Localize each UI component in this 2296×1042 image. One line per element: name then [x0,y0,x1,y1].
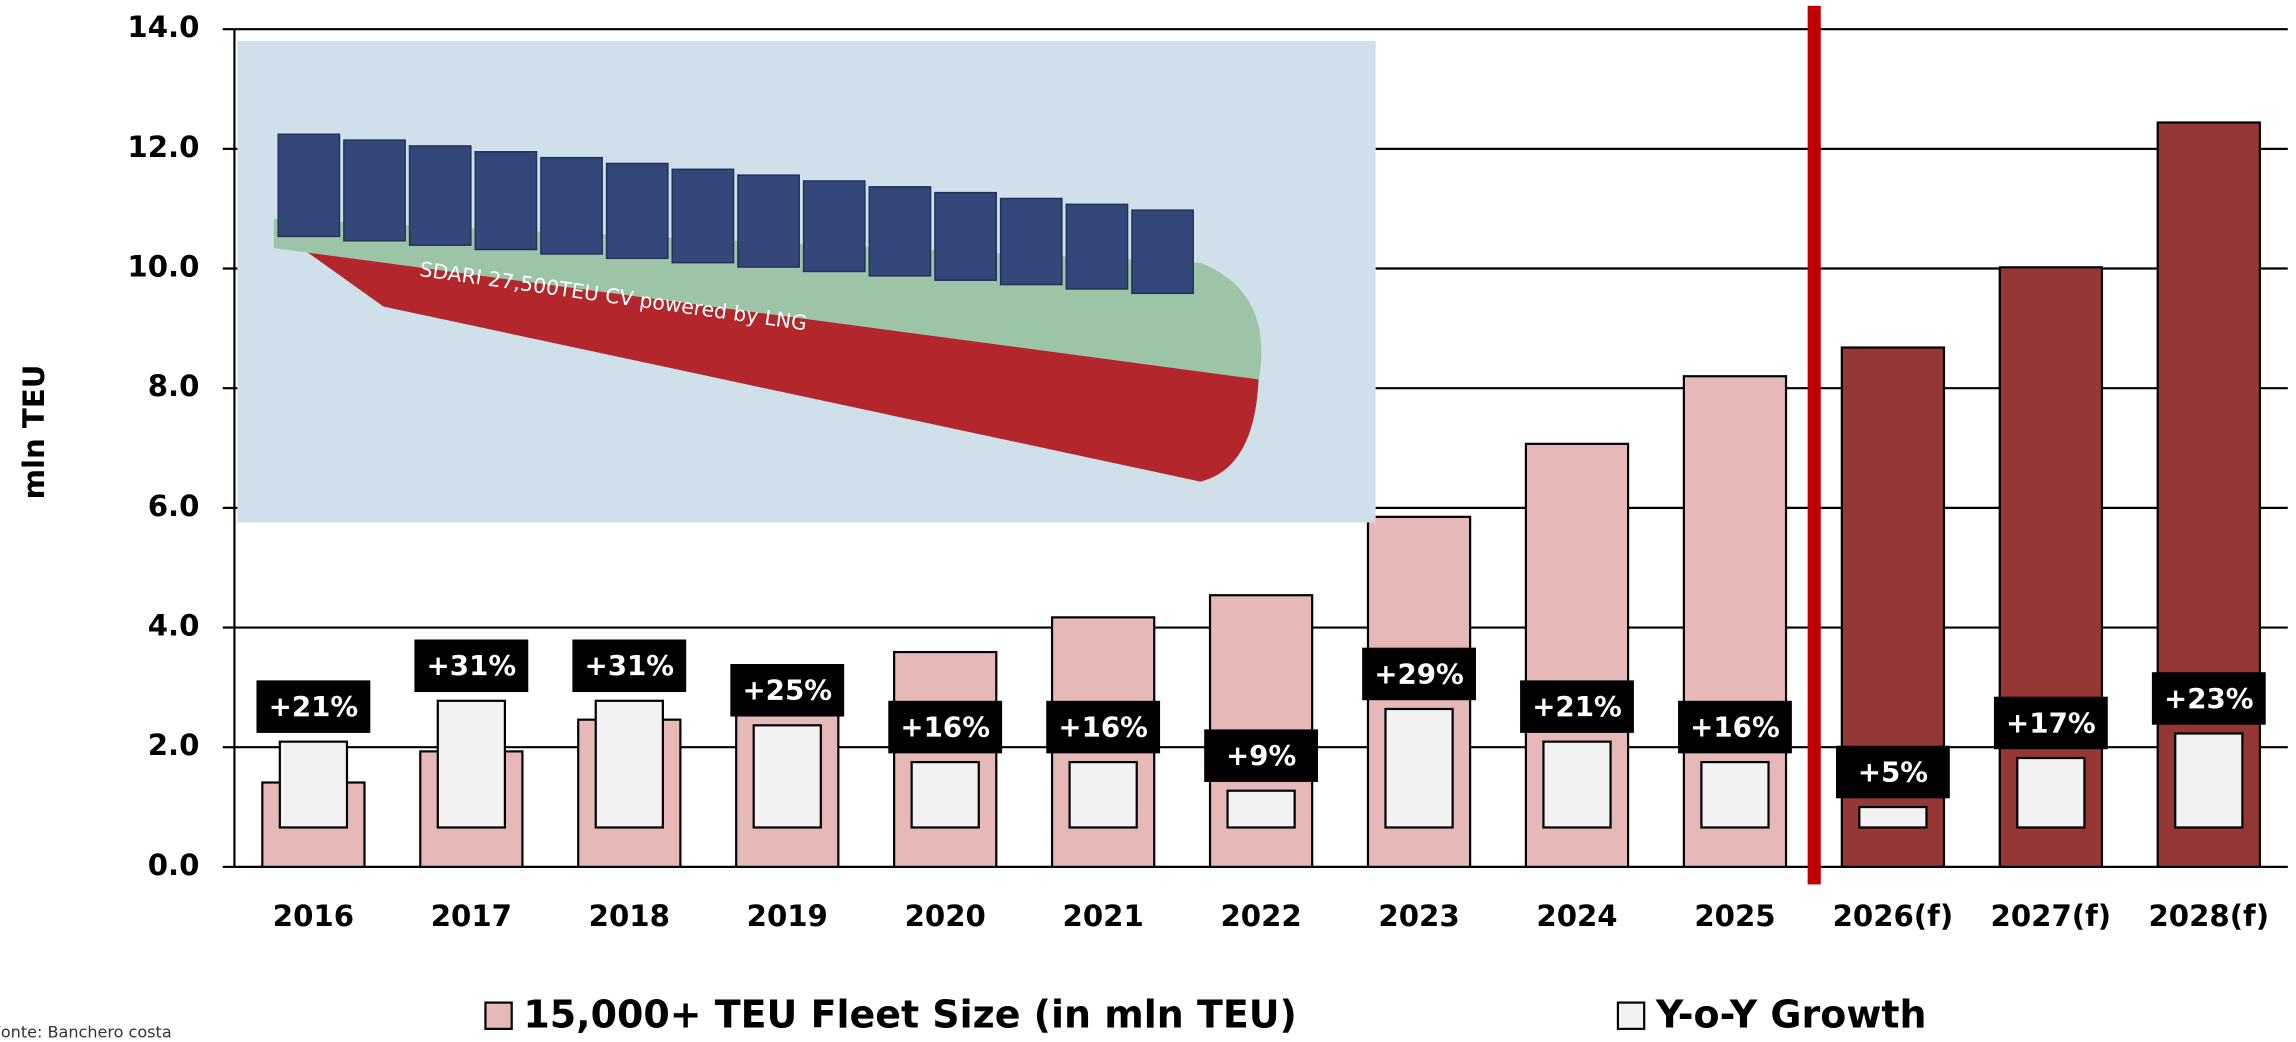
x-tick-label: 2017 [431,899,512,933]
container-stack [1131,209,1194,295]
growth-label-box [1204,729,1319,782]
growth-label-box [572,639,687,693]
container-stack [605,162,669,260]
x-tick-label: 2018 [589,899,670,933]
container-stack [999,197,1063,286]
x-tick-label: 2025 [1694,899,1775,933]
growth-label: +9% [1226,739,1296,772]
y-tick-label: 4.0 [148,609,200,643]
growth-label: +16% [900,711,990,744]
growth-label: +5% [1858,755,1928,788]
growth-bar [594,699,664,829]
growth-label: +31% [585,649,675,682]
growth-label-box [2151,672,2266,725]
growth-bar [1068,760,1138,829]
growth-label: +25% [742,674,832,707]
container-stack [802,180,866,273]
growth-bar [2174,732,2244,829]
growth-bar [752,724,822,829]
legend-label: 15,000+ TEU Fleet Size (in mln TEU) [523,993,1297,1037]
x-tick-label: 2021 [1063,899,1144,933]
x-tick-label: 2019 [747,899,828,933]
container-stack [540,156,603,255]
growth-label-box [1520,680,1634,733]
y-axis-label: mln TEU [17,365,51,500]
x-tick-label: 2020 [905,899,986,933]
y-tick-label: 10.0 [127,250,199,284]
legend-swatch [484,1001,513,1030]
source: Fonte: Banchero costa [0,1023,172,1042]
growth-label-box [1046,700,1161,754]
container-stack [474,151,538,251]
x-tick-label: 2028(f) [2149,899,2270,933]
growth-label: +17% [2006,706,2096,739]
y-tick-label: 12.0 [127,130,199,164]
growth-label: +21% [1532,690,1622,723]
container-stack [408,145,472,246]
x-tick-label: 2026(f) [1833,899,1954,933]
y-tick-label: 8.0 [148,369,200,403]
container-stack [737,174,800,268]
x-tick-label: 2016 [273,899,354,933]
growth-label: +23% [2164,682,2254,715]
legend-swatch [1616,1001,1646,1030]
container-stack [671,168,735,264]
growth-label: +29% [1374,657,1464,690]
x-tick-label: 2023 [1378,899,1459,933]
y-tick-label: 14.0 [127,10,199,44]
container-stack [1065,203,1129,290]
growth-label: +31% [427,649,517,682]
growth-label-box [414,639,529,693]
forecast-divider [1807,5,1821,885]
growth-label-box [730,664,845,717]
growth-bar [1700,760,1770,829]
growth-label: +16% [1690,711,1780,744]
container-stack [934,191,997,281]
growth-bar [278,740,349,829]
growth-label-box [256,680,371,733]
growth-label-box [1835,745,1950,799]
growth-label-box [888,700,1003,754]
growth-bar [2016,756,2086,829]
growth-label: +16% [1058,711,1148,744]
y-tick-label: 0.0 [148,848,200,882]
growth-label-box [1993,696,2108,750]
growth-bar [1542,740,1612,829]
hull-red [281,233,1259,482]
container-stack [343,139,406,242]
legend-label: Y-o-Y Growth [1655,993,1927,1037]
container-stack [868,186,932,277]
growth-label: +21% [269,690,359,723]
growth-bar [1858,805,1928,829]
growth-label-box [1362,647,1476,701]
growth-bar [1384,707,1454,829]
x-tick-label: 2024 [1536,899,1617,933]
growth-bar [436,699,507,829]
x-tick-label: 2022 [1221,899,1302,933]
ship-image: SDARI 27,500TEU CV powered by LNG [237,40,1376,523]
y-tick-label: 2.0 [148,728,200,762]
growth-bar [910,760,980,829]
x-tick-label: 2027(f) [1991,899,2112,933]
bar [893,650,998,868]
growth-bar [1226,789,1296,829]
container-stack [277,133,341,238]
growth-label-box [1678,700,1792,754]
y-tick-label: 6.0 [148,489,200,523]
